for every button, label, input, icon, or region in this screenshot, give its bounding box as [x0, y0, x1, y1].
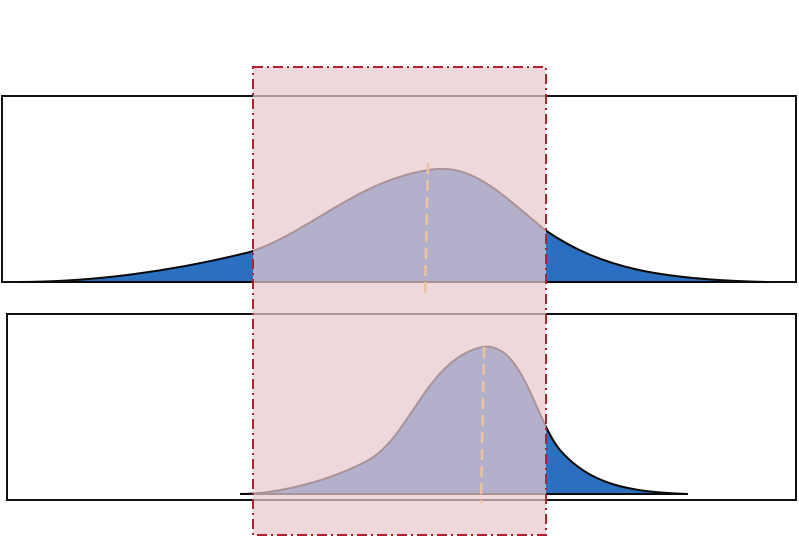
highlight-window — [252, 66, 547, 536]
